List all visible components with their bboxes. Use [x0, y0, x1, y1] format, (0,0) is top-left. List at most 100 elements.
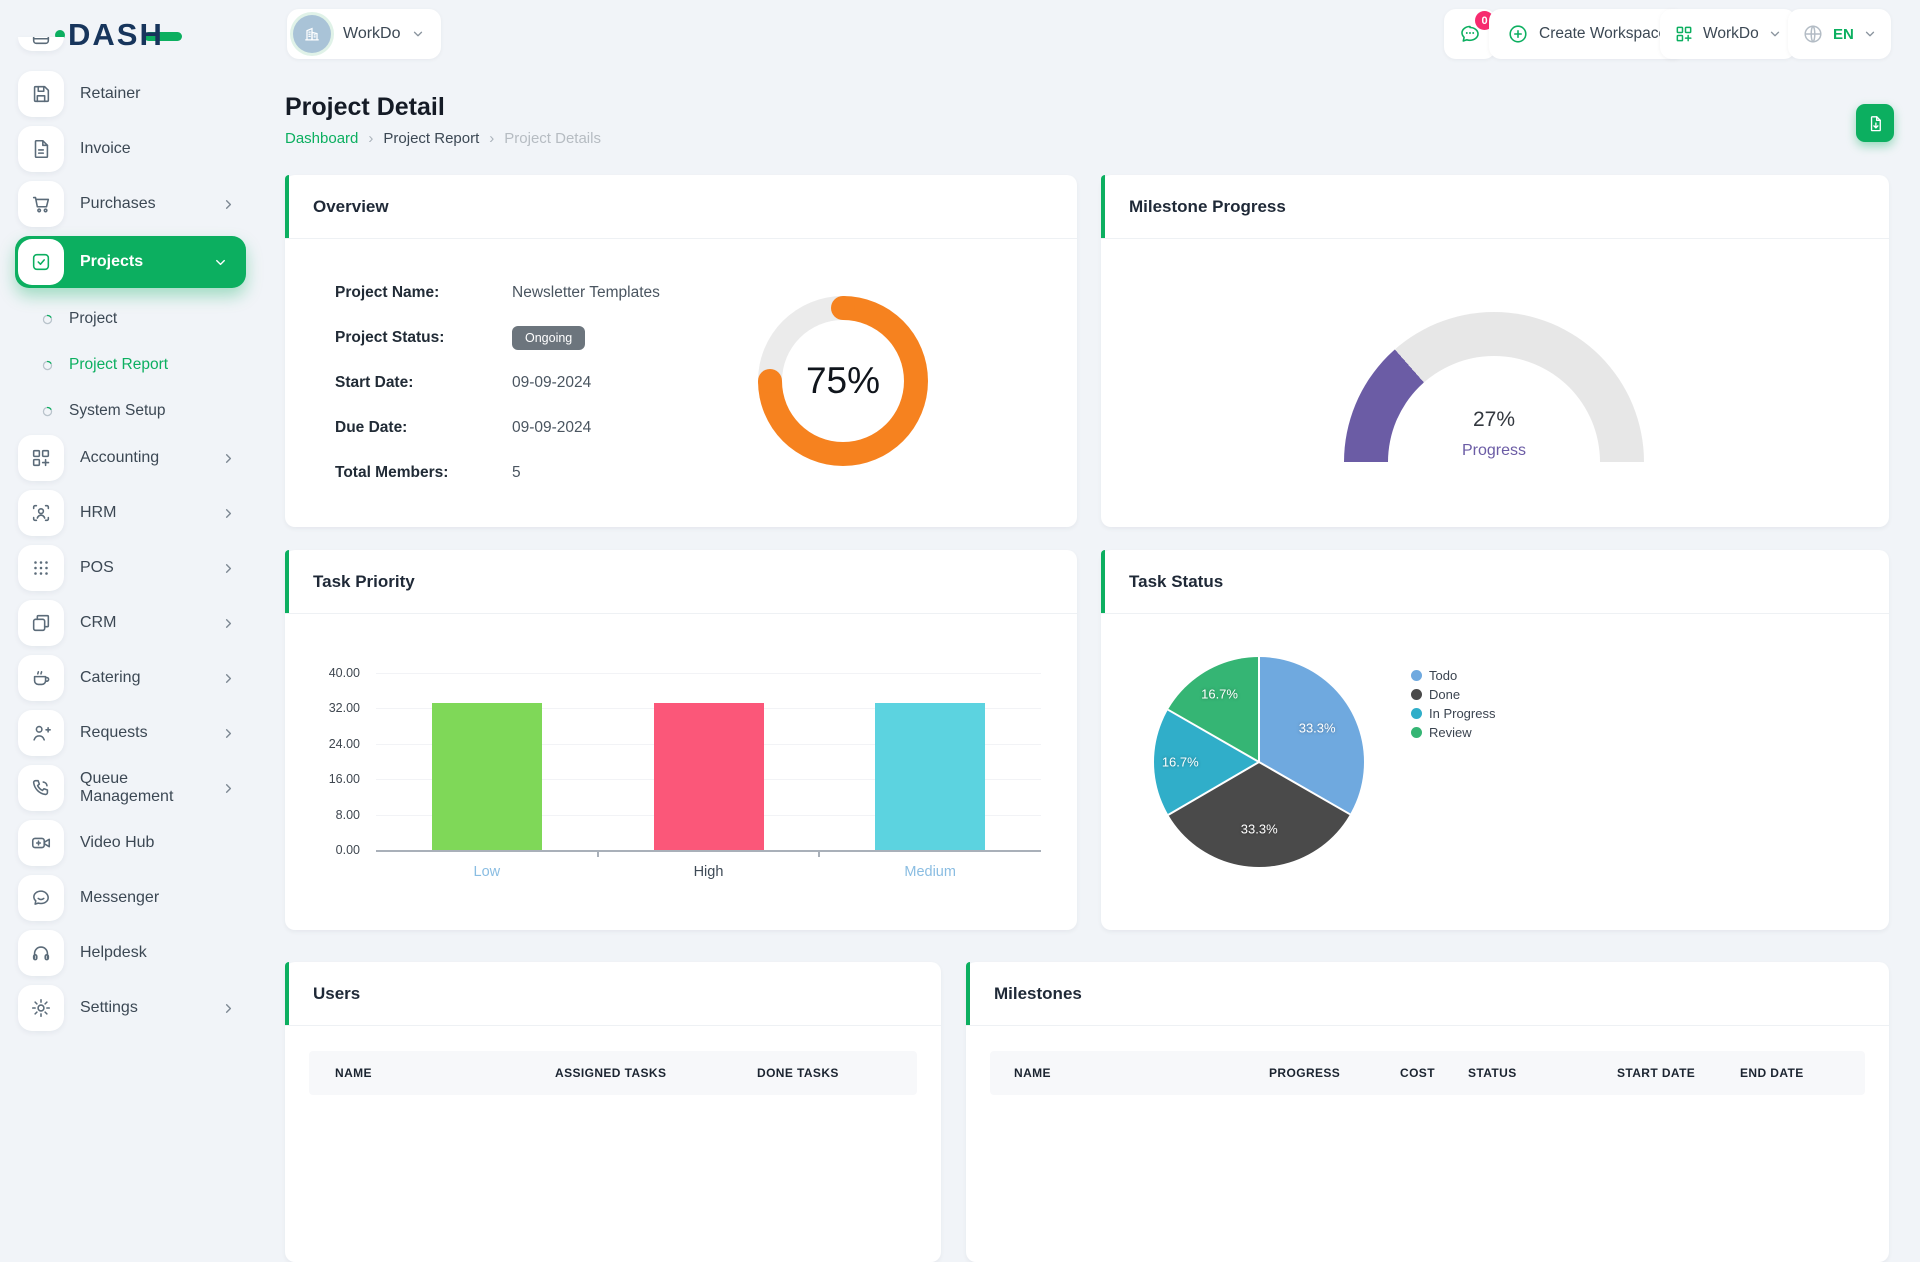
task-status-title: Task Status [1101, 550, 1889, 614]
legend-dot [1411, 708, 1422, 719]
sidebar-item-label: Video Hub [80, 834, 155, 851]
sidebar-item-label: Invoice [80, 140, 131, 157]
sidebar-item-helpdesk[interactable]: Helpdesk [18, 930, 246, 976]
sidebar-subitem-label: Project [69, 310, 118, 327]
task-status-card: Task Status 33.3% 33.3% 16.7% 16.7% Todo… [1101, 550, 1889, 930]
pie-slice-label-todo: 33.3% [1298, 720, 1336, 736]
sidebar-item-label: POS [80, 559, 114, 576]
clipped-icon [32, 37, 50, 45]
language-code: EN [1833, 25, 1854, 43]
completion-donut-value: 75% [805, 360, 881, 401]
logo-text: DASH [68, 17, 164, 52]
bar-high [653, 702, 764, 850]
user-plus-icon [18, 710, 64, 756]
users-card-title: Users [285, 962, 941, 1026]
workspace-selector[interactable]: WorkDo [287, 9, 441, 59]
breadcrumb-dashboard[interactable]: Dashboard [285, 130, 359, 147]
language-menu-button[interactable]: EN [1788, 9, 1891, 59]
bar-low [431, 702, 542, 850]
sidebar-item-pos[interactable]: POS [18, 545, 246, 591]
sidebar-item-label: Queue Management [80, 770, 174, 805]
grid-plus-icon [18, 435, 64, 481]
pie-slice-separator [1258, 761, 1351, 816]
legend-item-in-progress[interactable]: In Progress [1411, 704, 1495, 723]
sidebar-subitem-label: Project Report [69, 356, 169, 373]
breadcrumb-project-report[interactable]: Project Report [383, 130, 480, 147]
chevron-right-icon [221, 1001, 236, 1016]
completion-donut: 75% [758, 296, 928, 466]
donut-circle-icon [40, 312, 55, 327]
app-logo[interactable]: DASH [55, 16, 182, 54]
breadcrumb-current: Project Details [504, 130, 601, 147]
workspace-menu-button[interactable]: WorkDo [1660, 9, 1796, 59]
pie-slice-label-review: 16.7% [1201, 686, 1238, 702]
sidebar-item-label: Catering [80, 669, 141, 686]
overview-card: Overview Project Name: Newsletter Templa… [285, 175, 1077, 527]
legend-item-done[interactable]: Done [1411, 685, 1495, 704]
milestones-card: Milestones NAME PROGRESS COST STATUS STA… [966, 962, 1889, 1262]
create-workspace-button[interactable]: Create Workspace [1489, 9, 1686, 59]
sidebar-item-retainer[interactable]: Retainer [18, 71, 246, 117]
chevron-right-icon [221, 451, 236, 466]
column-done-tasks: DONE TASKS [757, 1066, 839, 1080]
chat-bubble-icon [1461, 25, 1479, 42]
sidebar-item-purchases[interactable]: Purchases [18, 181, 246, 227]
y-axis-tick: 24.00 [328, 736, 360, 751]
users-table-header: NAME ASSIGNED TASKS DONE TASKS [309, 1051, 917, 1095]
sidebar-item-messenger[interactable]: Messenger [18, 875, 246, 921]
sidebar-item-partial[interactable] [18, 37, 64, 51]
sidebar-subitem-project-report[interactable]: Project Report [18, 343, 246, 387]
sidebar-item-label: Retainer [80, 85, 141, 102]
sidebar-item-label: Helpdesk [80, 944, 147, 961]
coffee-icon [18, 655, 64, 701]
plus-circle-icon [1509, 25, 1527, 43]
sidebar-item-label: HRM [80, 504, 117, 521]
milestone-progress-title: Milestone Progress [1101, 175, 1889, 239]
sidebar-item-hrm[interactable]: HRM [18, 490, 246, 536]
status-badge: Ongoing [512, 325, 586, 350]
pie-slice-separator [1258, 657, 1260, 762]
milestone-progress-card: Milestone Progress 27% Progress [1101, 175, 1889, 527]
sidebar-item-projects[interactable]: Projects [15, 236, 246, 288]
y-axis-tick: 16.00 [328, 772, 360, 787]
bar-medium [875, 702, 986, 850]
save-icon [18, 71, 64, 117]
sidebar-item-queue-management[interactable]: Queue Management [18, 765, 246, 811]
page-title: Project Detail [285, 93, 445, 121]
sidebar-item-label: Projects [80, 253, 144, 270]
export-report-button[interactable] [1856, 104, 1894, 142]
sidebar-item-settings[interactable]: Settings [18, 985, 246, 1031]
sidebar-subitem-system-setup[interactable]: System Setup [18, 389, 246, 433]
chevron-right-icon [221, 561, 236, 576]
check-square-icon [18, 239, 64, 285]
building-icon [305, 27, 319, 41]
y-axis-tick: 8.00 [335, 807, 360, 822]
task-priority-plot: 40.00 32.00 24.00 16.00 8.00 0.00 Low High Mediu… [329, 666, 1041, 880]
overview-fields: Project Name: Newsletter Templates Proje… [335, 270, 755, 495]
sidebar-item-accounting[interactable]: Accounting [18, 435, 246, 481]
sidebar-item-requests[interactable]: Requests [18, 710, 246, 756]
y-axis-tick: 0.00 [335, 843, 360, 857]
sidebar-subitem-project[interactable]: Project [18, 297, 246, 341]
field-project-status: Project Status: Ongoing [335, 315, 755, 360]
chevron-right-icon [221, 616, 236, 631]
chevron-right-icon: › [489, 130, 495, 147]
chevron-right-icon [221, 726, 236, 741]
sidebar-item-catering[interactable]: Catering [18, 655, 246, 701]
legend-dot [1411, 670, 1422, 681]
messages-button[interactable]: 0 [1444, 9, 1496, 59]
file-export-icon [1870, 115, 1881, 131]
chevron-down-icon [1768, 27, 1782, 41]
chevron-right-icon [221, 197, 236, 212]
sidebar-item-invoice[interactable]: Invoice [18, 126, 246, 172]
grid-plus-icon [1674, 24, 1694, 44]
sidebar-item-crm[interactable]: CRM [18, 600, 246, 646]
legend-item-review[interactable]: Review [1411, 723, 1495, 742]
gauge-value: 27% [1472, 408, 1516, 431]
sidebar-item-video-hub[interactable]: Video Hub [18, 820, 246, 866]
logo-dot [55, 30, 65, 40]
phone-call-icon [18, 765, 64, 811]
field-start-date: Start Date: 09-09-2024 [335, 373, 592, 391]
legend-item-todo[interactable]: Todo [1411, 666, 1495, 685]
breadcrumb: Dashboard › Project Report › Project Det… [285, 130, 601, 147]
